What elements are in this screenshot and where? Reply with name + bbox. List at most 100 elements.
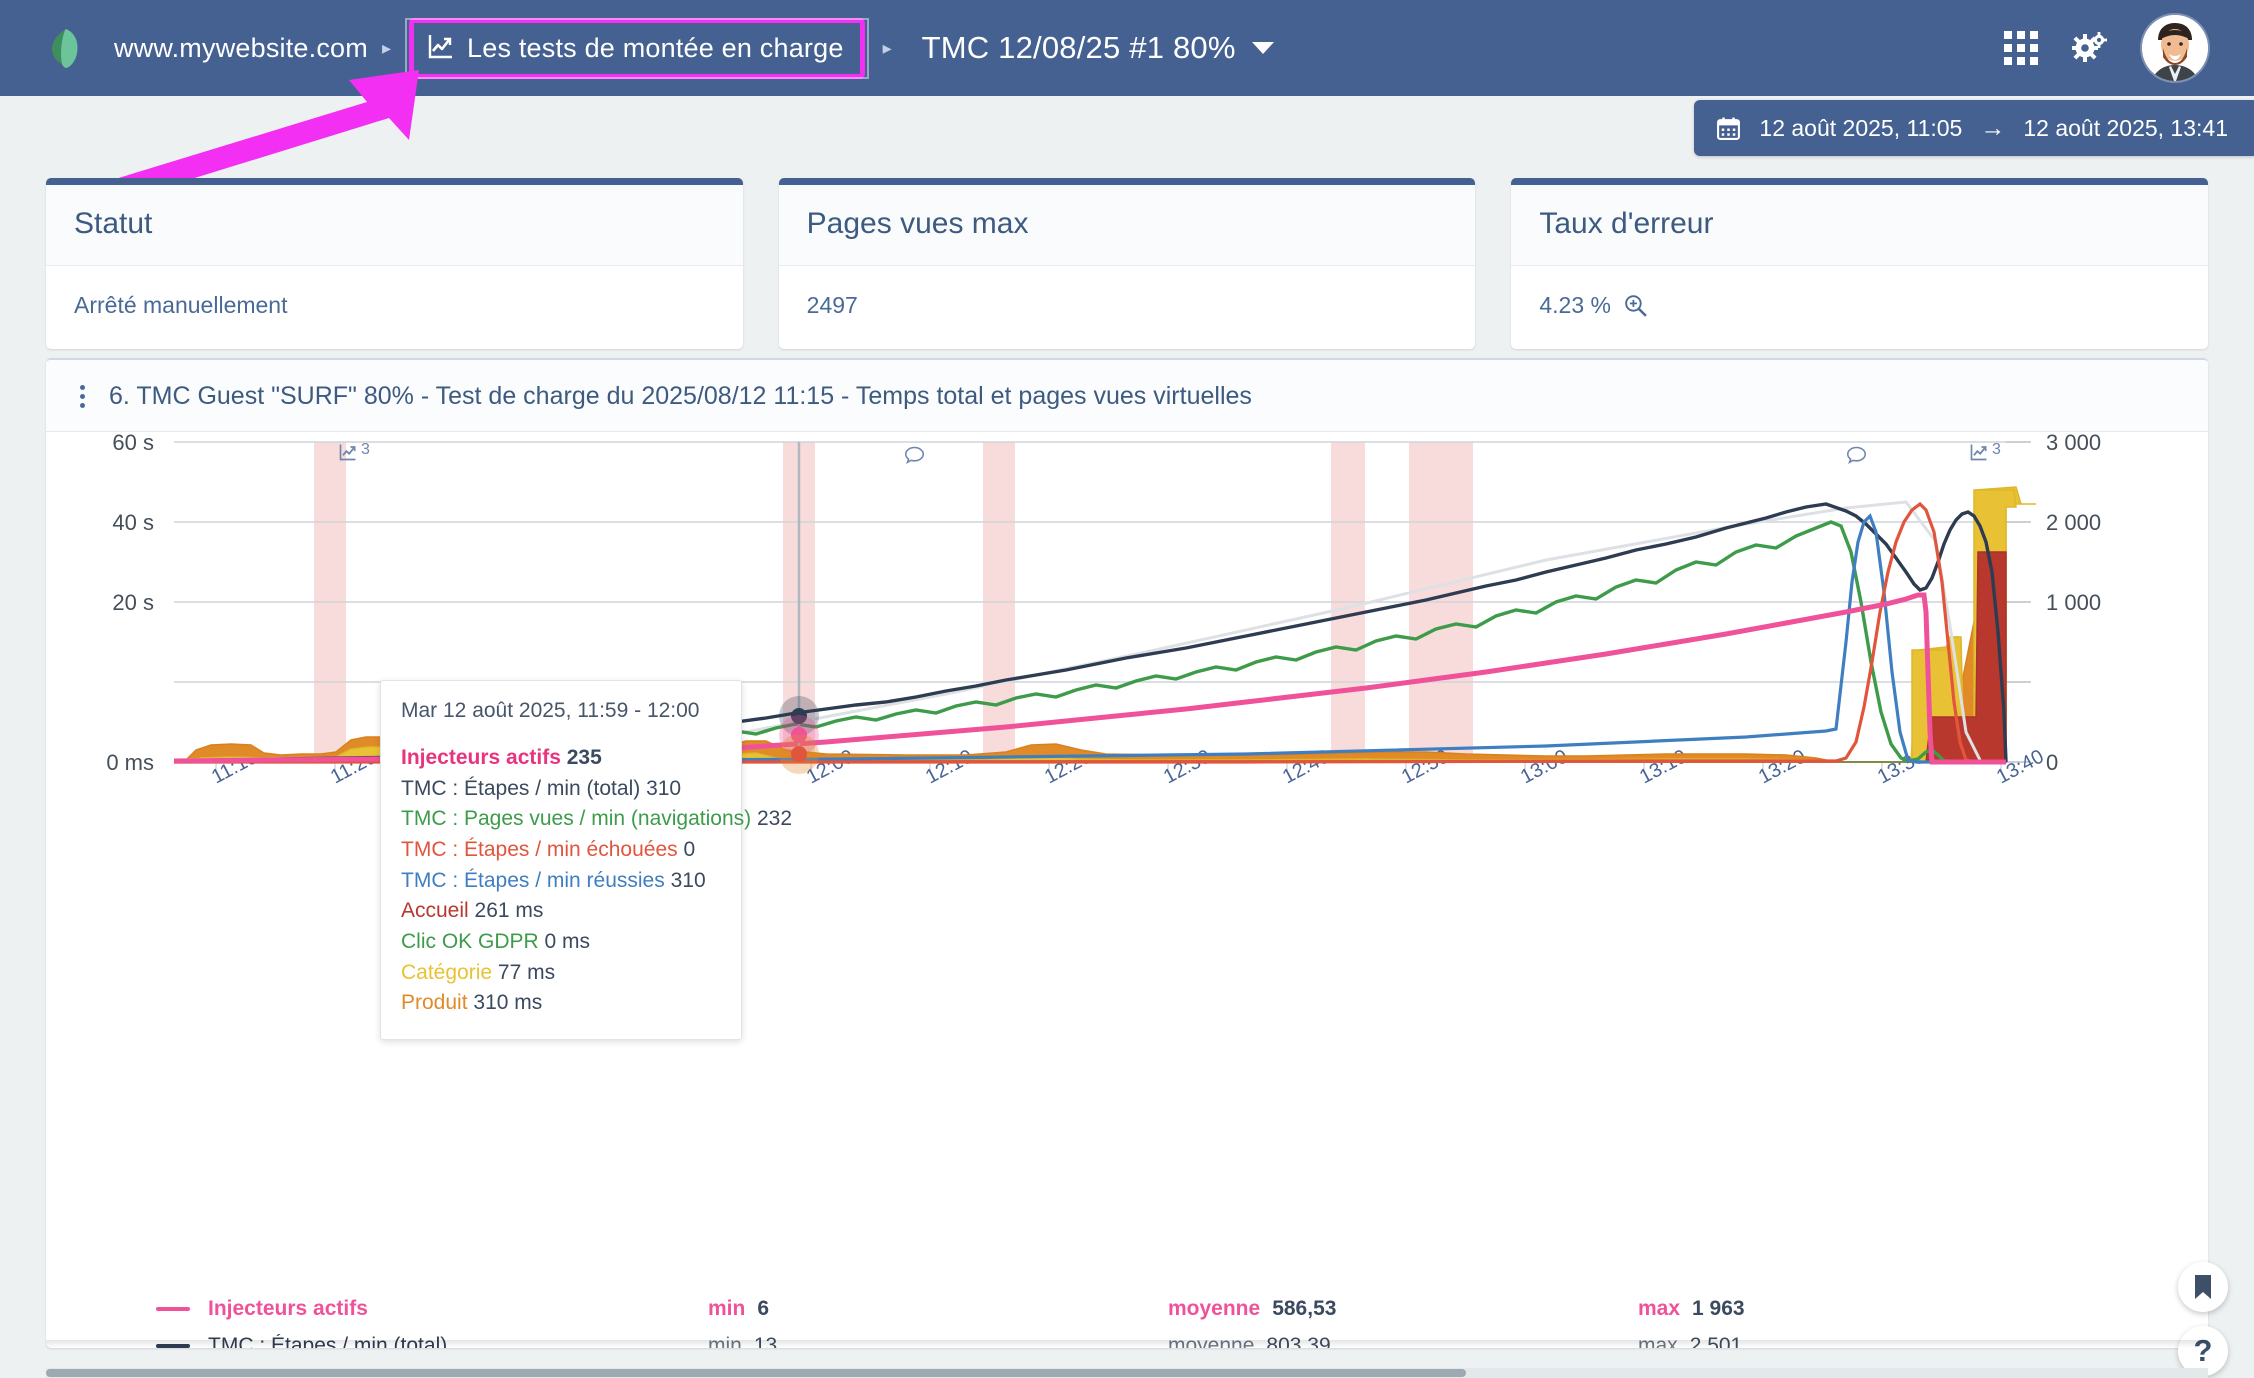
user-avatar[interactable] <box>2142 15 2208 81</box>
breadcrumb-section[interactable]: Les tests de montée en charge <box>405 17 869 79</box>
bookmark-button[interactable] <box>2178 1262 2228 1312</box>
tooltip-value: 310 <box>646 776 682 800</box>
chart-tooltip: Mar 12 août 2025, 11:59 - 12:00 Injecteu… <box>380 680 792 1040</box>
tooltip-row: TMC : Étapes / min réussies 310 <box>401 866 721 897</box>
chevron-down-icon <box>1251 42 1274 54</box>
tooltip-value: 310 <box>670 868 706 892</box>
test-selector-dropdown[interactable]: TMC 12/08/25 #1 80% <box>922 30 1274 66</box>
svg-text:1 000: 1 000 <box>2046 590 2101 615</box>
y-right-tick-marks <box>2006 441 2031 763</box>
tooltip-row: Accueil 261 ms <box>401 896 721 927</box>
comment-annotation-marker[interactable] <box>904 444 925 465</box>
legend-color-swatch <box>156 1344 190 1348</box>
legend-row[interactable]: Injecteurs actifs min 6 moyenne 586,53 max… <box>156 1290 2208 1328</box>
chart-area[interactable]: 60 s 40 s 20 s 0 ms 3 000 2 000 1 000 0 … <box>46 432 2208 852</box>
annotation-count: 3 <box>1992 441 2001 458</box>
stat-mean-value: 586,53 <box>1272 1296 1337 1320</box>
tooltip-label: Accueil <box>401 899 469 923</box>
magnifier-plus-icon[interactable] <box>1623 293 1648 318</box>
bookmark-icon <box>2195 1275 2211 1299</box>
comment-icon <box>904 446 925 465</box>
tooltip-label: Injecteurs actifs <box>401 746 561 769</box>
stat-min-value: 13 <box>754 1334 777 1348</box>
topbar-actions <box>2004 15 2208 81</box>
tooltip-row: Injecteurs actifs 235 <box>401 743 721 774</box>
tooltip-label: TMC : Pages vues / min (navigations) <box>401 807 752 831</box>
line-chart-icon <box>428 33 454 64</box>
legend-row[interactable]: TMC : Étapes / min (total) min 13 moyenne… <box>156 1328 2208 1348</box>
tooltip-value: 77 ms <box>497 960 556 984</box>
tooltip-label: Clic OK GDPR <box>401 929 539 953</box>
svg-text:13:20: 13:20 <box>1755 745 1810 788</box>
stat-card-taux-erreur: Taux d'erreur 4.23 % <box>1511 178 2209 349</box>
svg-text:12:10: 12:10 <box>922 745 977 788</box>
tooltip-row: TMC : Étapes / min échouées 0 <box>401 835 721 866</box>
comment-icon <box>1846 446 1867 465</box>
comment-annotation-marker[interactable] <box>1846 444 1867 465</box>
tooltip-row: TMC : Pages vues / min (navigations) 232 <box>401 804 792 835</box>
top-navigation-bar: www.mywebsite.com ▸ Les tests de montée … <box>0 0 2254 202</box>
chart-hover-indicator <box>779 442 819 774</box>
tooltip-value: 261 ms <box>474 899 544 923</box>
tooltip-row: Clic OK GDPR 0 ms <box>401 927 721 958</box>
test-selector-label: TMC 12/08/25 #1 80% <box>921 30 1236 65</box>
gears-icon[interactable] <box>2072 30 2108 67</box>
leaf-logo-icon[interactable] <box>46 27 90 69</box>
grid-apps-icon[interactable] <box>2004 31 2038 65</box>
breadcrumb-section-highlight: Les tests de montée en charge <box>99 17 869 202</box>
chart-panel-header: 6. TMC Guest "SURF" 80% - Test de charge… <box>46 360 2208 432</box>
chart-legend-table: Injecteurs actifs min 6 moyenne 586,53 max… <box>46 1290 2208 1348</box>
series-line-pages-vues <box>173 520 2006 764</box>
tooltip-label: Produit <box>401 991 468 1015</box>
svg-text:3 000: 3 000 <box>2046 432 2101 455</box>
stat-card-value: 2497 <box>806 292 858 318</box>
scroll-shadow <box>46 1340 2208 1348</box>
svg-text:60 s: 60 s <box>112 432 154 455</box>
legend-color-swatch <box>156 1306 190 1311</box>
scrollbar-thumb[interactable] <box>46 1369 1466 1377</box>
series-line-etapes-total <box>173 502 2008 763</box>
svg-text:12:30: 12:30 <box>1160 745 1215 788</box>
tooltip-label: Catégorie <box>401 960 493 984</box>
svg-text:13:00: 13:00 <box>1517 745 1572 788</box>
stat-min-label: min <box>708 1334 742 1348</box>
svg-text:0: 0 <box>2046 750 2058 775</box>
tooltip-timestamp: Mar 12 août 2025, 11:59 - 12:00 <box>401 699 700 722</box>
breadcrumb-site[interactable]: www.mywebsite.com <box>114 32 368 63</box>
annotation-count: 3 <box>361 441 370 458</box>
svg-text:13:10: 13:10 <box>1636 745 1691 788</box>
kebab-menu-icon[interactable] <box>72 383 93 410</box>
stat-mean-label: moyenne <box>1168 1334 1254 1348</box>
legend-series-name: Injecteurs actifs <box>208 1296 368 1320</box>
arrow-right-icon: → <box>1980 113 2006 142</box>
y-right-tick-labels: 3 000 2 000 1 000 0 <box>2046 432 2101 775</box>
line-chart-icon <box>1970 444 1987 461</box>
tooltip-row: Produit 310 ms <box>401 988 721 1019</box>
svg-text:40 s: 40 s <box>112 510 154 535</box>
tooltip-value: 310 ms <box>473 991 543 1015</box>
summary-cards: Statut Arrêté manuellement Pages vues ma… <box>46 178 2209 349</box>
stat-max-label: max <box>1638 1334 1678 1348</box>
question-mark-icon: ? <box>2193 1333 2213 1368</box>
stat-card-title: Taux d'erreur <box>1511 185 2209 266</box>
horizontal-scrollbar[interactable] <box>46 1368 2208 1378</box>
chart-annotation-marker[interactable]: 3 <box>1969 442 2001 462</box>
date-range-start: 12 août 2025, 11:05 <box>1759 114 1963 141</box>
svg-text:0 ms: 0 ms <box>106 750 154 775</box>
chart-svg: 60 s 40 s 20 s 0 ms 3 000 2 000 1 000 0 … <box>106 432 2101 788</box>
stat-card-value: Arrêté manuellement <box>74 292 288 318</box>
tooltip-value: 232 <box>756 807 793 831</box>
stat-card-statut: Statut Arrêté manuellement <box>46 178 743 349</box>
stat-max-value: 1 963 <box>1692 1296 1745 1320</box>
date-range-selector[interactable]: 12 août 2025, 11:05 → 12 août 2025, 13:4… <box>1694 100 2254 156</box>
breadcrumb-separator-1: ▸ <box>381 37 392 58</box>
help-button[interactable]: ? <box>2178 1326 2228 1376</box>
stat-mean-value: 803,39 <box>1266 1334 1330 1348</box>
stat-card-body: 4.23 % <box>1511 266 2208 349</box>
tooltip-row: Catégorie 77 ms <box>401 958 721 989</box>
line-chart-icon <box>339 444 356 461</box>
stat-max-label: max <box>1638 1296 1681 1320</box>
stat-mean-label: moyenne <box>1168 1296 1261 1320</box>
chart-annotation-marker[interactable]: 3 <box>338 442 370 462</box>
tooltip-label: TMC : Étapes / min (total) <box>401 776 641 800</box>
